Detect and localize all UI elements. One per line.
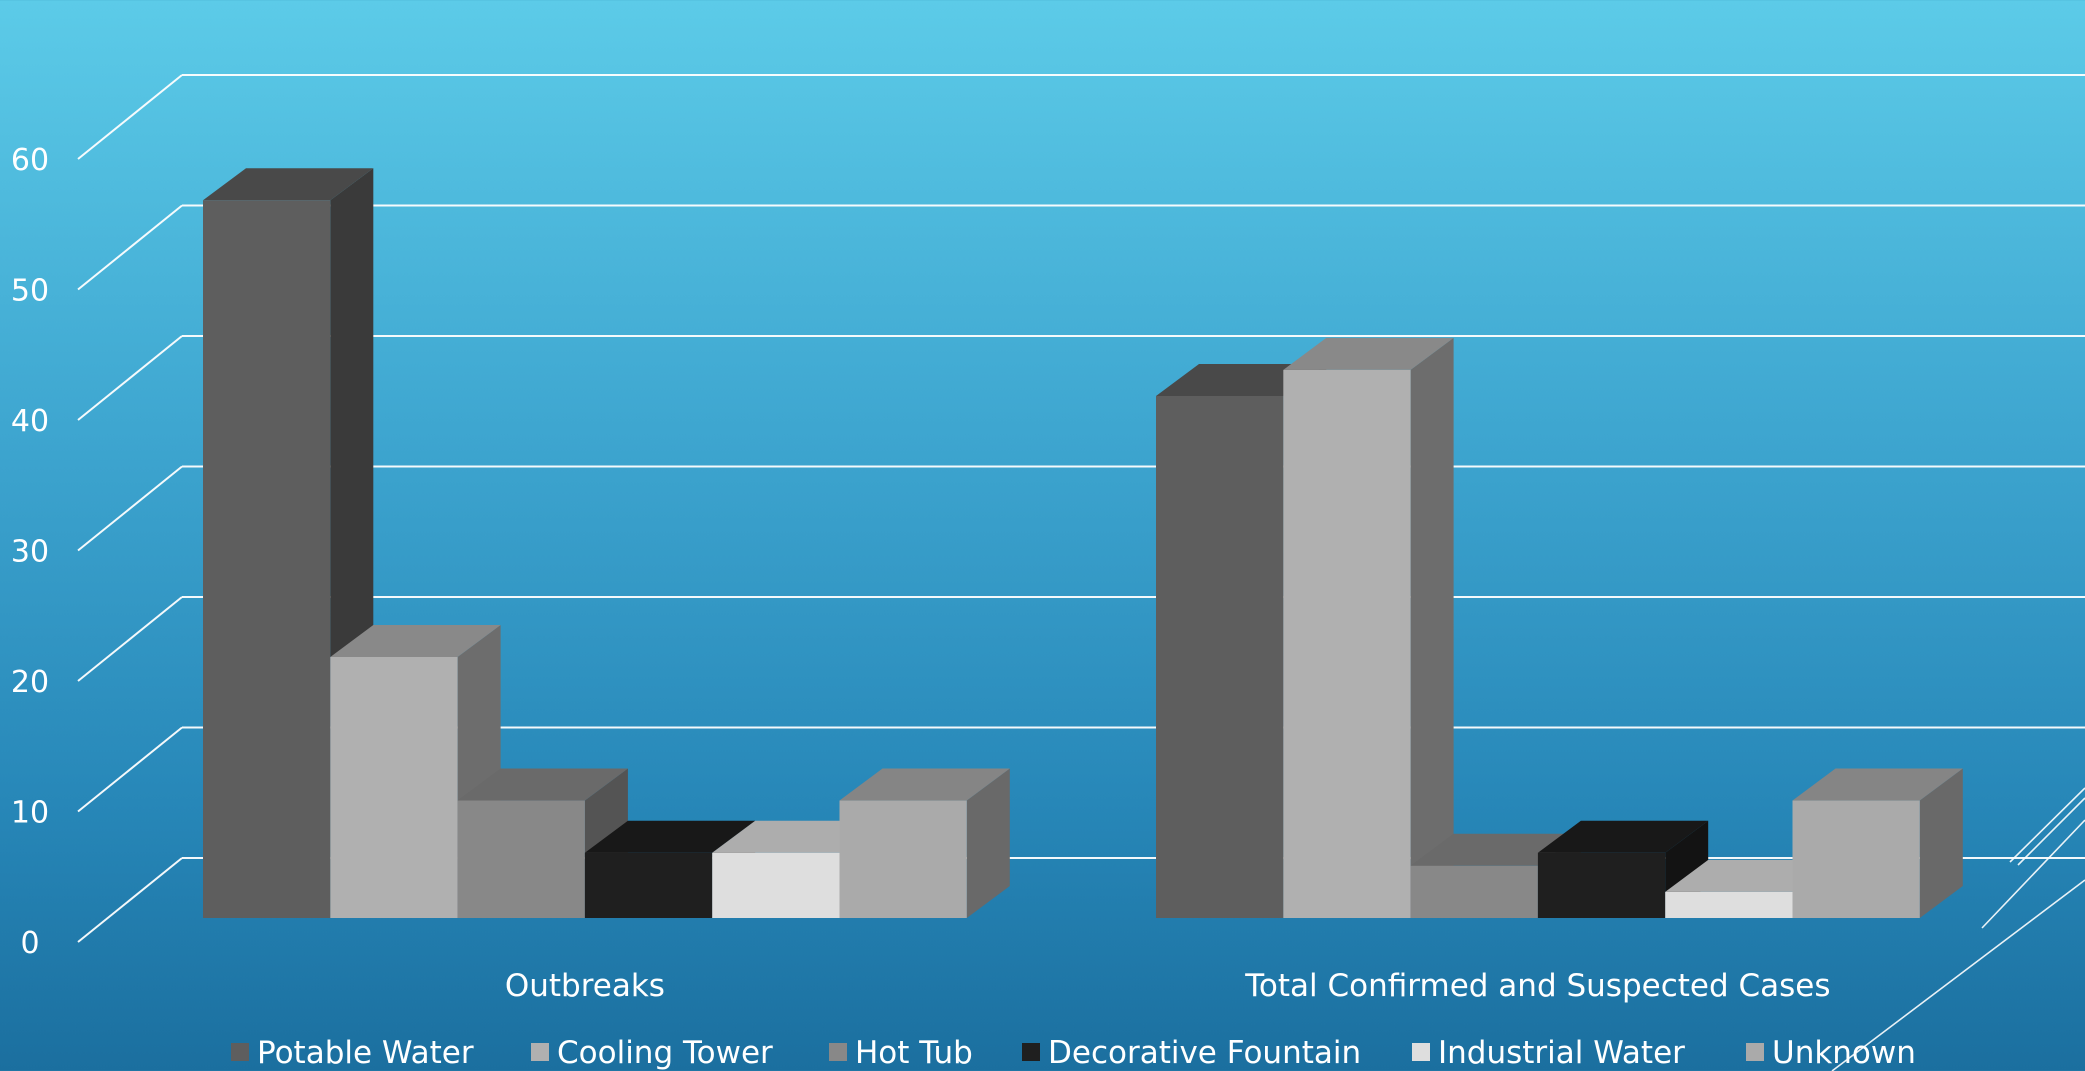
- decor-line: [2017, 797, 2085, 866]
- category-label: Outbreaks: [505, 968, 665, 1004]
- bar: [203, 168, 374, 918]
- bar: [839, 768, 1010, 918]
- decor-line: [1831, 879, 2085, 1071]
- legend-label: Potable Water: [257, 1035, 474, 1071]
- bar-side: [1919, 768, 1963, 918]
- decorative-lines: [1831, 787, 2085, 1071]
- bar: [1283, 337, 1454, 918]
- legend-swatch: [231, 1043, 249, 1061]
- gridline-side: [77, 335, 183, 421]
- bar-top: [1283, 337, 1454, 370]
- y-tick-label: 0: [20, 926, 39, 961]
- bar-top: [839, 768, 1010, 801]
- legend: Potable Water Cooling Tower Hot Tub Decorat…: [231, 1035, 1916, 1071]
- bar-front: [584, 852, 713, 918]
- legend-label: Industrial Water: [1438, 1035, 1685, 1071]
- legend-swatch: [829, 1043, 847, 1061]
- legend-swatch: [531, 1043, 549, 1061]
- bar-top: [330, 625, 501, 657]
- y-tick-label: 50: [11, 274, 49, 309]
- bar-side: [1410, 337, 1454, 918]
- bar-top: [1537, 820, 1709, 853]
- bar-top: [457, 768, 628, 801]
- bar-front: [330, 657, 458, 918]
- bar-front: [1537, 852, 1666, 918]
- bar-top: [203, 168, 374, 201]
- legend-label: Cooling Tower: [557, 1035, 773, 1071]
- bar: [330, 625, 501, 918]
- bar-front: [1792, 800, 1920, 918]
- gridline-side: [77, 204, 183, 291]
- bar-front: [712, 852, 840, 918]
- bar-front: [1665, 891, 1793, 918]
- legend-swatch: [1412, 1043, 1430, 1061]
- category-label: Total Confirmed and Suspected Cases: [1244, 968, 1830, 1004]
- bar-front: [1283, 369, 1411, 918]
- y-tick-label: 20: [11, 665, 49, 700]
- decor-line: [2009, 787, 2085, 863]
- gridline-side: [77, 465, 183, 552]
- bar-front: [839, 800, 967, 918]
- bar-top: [584, 820, 756, 853]
- y-tick-label: 30: [11, 535, 49, 570]
- legend-label: Decorative Fountain: [1048, 1035, 1361, 1071]
- category-labels: Outbreaks Total Confirmed and Suspected C…: [505, 968, 1831, 1004]
- bar-front: [203, 200, 331, 918]
- gridline-side: [77, 596, 183, 682]
- legend-label: Unknown: [1772, 1035, 1916, 1071]
- bar-top: [1792, 768, 1963, 801]
- gridline-side: [77, 726, 183, 813]
- y-tick-label: 40: [11, 404, 49, 439]
- bar: [1792, 768, 1963, 918]
- bar-front: [1156, 396, 1284, 918]
- bar-side: [966, 768, 1010, 918]
- legend-label: Hot Tub: [855, 1035, 973, 1071]
- legend-swatch: [1022, 1043, 1040, 1061]
- y-axis-ticks: 0 10 20 30 40 50 60: [11, 143, 49, 961]
- bar-front: [1410, 865, 1538, 918]
- legend-swatch: [1746, 1043, 1764, 1061]
- y-tick-label: 60: [11, 143, 49, 178]
- y-tick-label: 10: [11, 796, 49, 831]
- gridline-side: [77, 74, 183, 160]
- decor-line: [1981, 819, 2085, 929]
- bars: [203, 168, 1963, 918]
- gridline-side: [77, 857, 183, 943]
- bar-front: [457, 800, 585, 918]
